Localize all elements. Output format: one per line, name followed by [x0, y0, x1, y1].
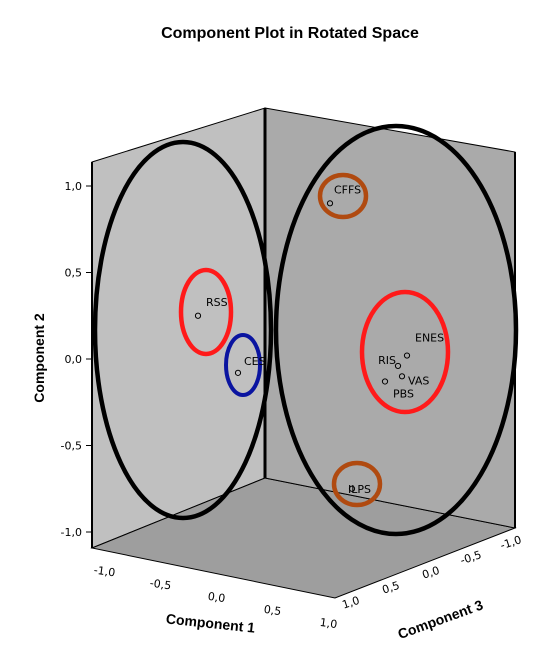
point-enes [403, 352, 411, 359]
point-vas [398, 373, 406, 380]
y-axis-title: Component 2 [31, 313, 47, 403]
point-label-rss: RSS [206, 296, 228, 309]
cluster-circle-ilps [331, 460, 383, 508]
point-label-ilps: ILPS [348, 483, 371, 496]
point-label-pbs: PBS [393, 387, 414, 400]
cluster-circle-rss [178, 267, 234, 357]
cluster-circle-ces [224, 333, 262, 397]
z-axis-title: Component 3 [396, 596, 486, 642]
x-tick-4: 1,0 [319, 616, 338, 631]
z-tick-0: 1,0 [341, 594, 362, 612]
back-wall [264, 107, 516, 529]
point-rss [194, 312, 202, 319]
y-tick-2: 0,0 [65, 353, 83, 366]
plot-box [90, 107, 517, 599]
reference-circle-left [92, 139, 274, 521]
point-cffs [326, 200, 334, 207]
x-tick-0: -1,0 [93, 564, 116, 580]
y-tick-1: 0,5 [65, 267, 83, 280]
x-tick-1: -0,5 [149, 577, 172, 593]
cluster-circles [92, 123, 519, 537]
point-label-ces: CES [244, 355, 266, 368]
y-tick-3: -0,5 [61, 440, 82, 453]
x-tick-2: 0,0 [207, 590, 226, 605]
cluster-circle-enes-ris-vas-pbs [359, 289, 451, 415]
chart-title: Component Plot in Rotated Space [161, 25, 419, 42]
y-tick-0: 1,0 [65, 180, 83, 193]
point-label-enes: ENES [415, 332, 444, 345]
y-tick-4: -1,0 [61, 526, 82, 539]
z-tick-1: 0,5 [381, 579, 402, 597]
left-wall [91, 107, 266, 549]
z-tick-4: -1,0 [499, 533, 523, 552]
point-pbs [381, 378, 389, 385]
z-tick-2: 0,0 [421, 564, 442, 582]
point-ris [394, 362, 402, 370]
x-tick-3: 0,5 [263, 603, 282, 618]
point-label-ris: RIS [378, 354, 396, 367]
z-tick-3: -0,5 [459, 548, 483, 567]
x-axis-title: Component 1 [165, 610, 256, 635]
cluster-circle-cffs [317, 172, 369, 220]
reference-circle-right [273, 123, 519, 537]
point-ces [234, 369, 242, 376]
point-ilps [348, 485, 356, 492]
tick-labels: 1,00,50,0-0,5-1,0-1,0-0,50,00,51,01,00,5… [61, 180, 524, 631]
point-label-cffs: CFFS [334, 183, 361, 196]
point-label-vas: VAS [408, 374, 429, 387]
